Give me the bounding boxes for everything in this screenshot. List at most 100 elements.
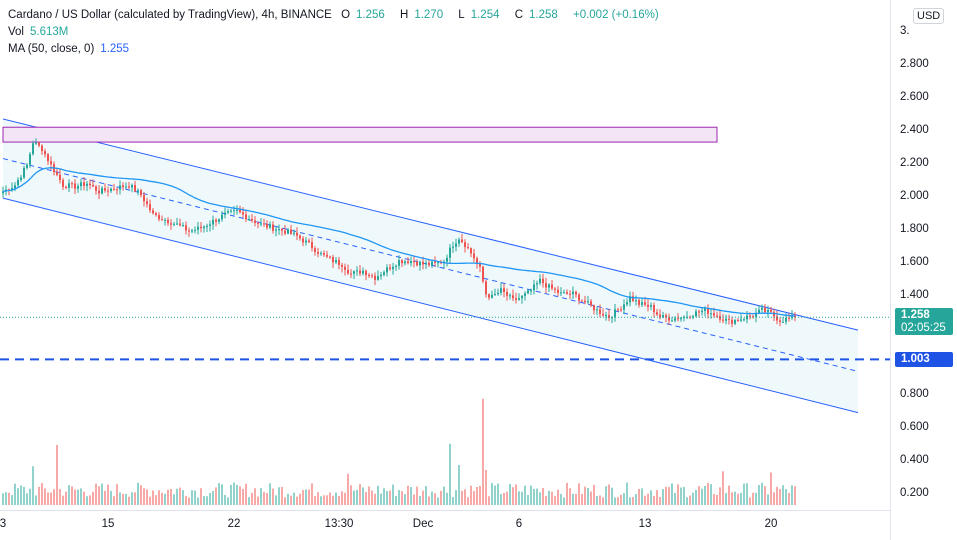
volume-bar bbox=[446, 492, 448, 505]
candle-body bbox=[500, 288, 502, 293]
volume-bar bbox=[380, 493, 382, 505]
currency-button[interactable]: USD bbox=[913, 8, 945, 24]
candle-body bbox=[740, 319, 742, 321]
candle-body bbox=[95, 186, 97, 191]
high-value: 1.270 bbox=[414, 9, 444, 21]
candle-body bbox=[554, 288, 556, 290]
candle-body bbox=[590, 301, 592, 306]
candle-body bbox=[704, 308, 706, 311]
candle-body bbox=[386, 267, 388, 273]
volume-bar bbox=[719, 487, 721, 505]
candle-body bbox=[710, 313, 712, 315]
volume-bar bbox=[101, 483, 103, 505]
volume-bar bbox=[113, 496, 115, 505]
volume-bar bbox=[602, 497, 604, 505]
volume-bar bbox=[419, 495, 421, 505]
volume-bar bbox=[596, 496, 598, 505]
candle-body bbox=[137, 190, 139, 192]
volume-bar bbox=[743, 483, 745, 505]
candle-body bbox=[209, 224, 211, 226]
candle-body bbox=[164, 219, 166, 221]
candle-body bbox=[557, 289, 559, 293]
volume-bar bbox=[197, 497, 199, 505]
volume-bar bbox=[608, 484, 610, 505]
volume-bar bbox=[500, 494, 502, 505]
candle-body bbox=[272, 224, 274, 231]
volume-bar bbox=[62, 495, 64, 505]
candle-body bbox=[524, 293, 526, 296]
close-label: C bbox=[514, 9, 523, 21]
candle-body bbox=[641, 302, 643, 305]
candle-body bbox=[149, 204, 151, 211]
candle-body bbox=[530, 290, 532, 292]
candle-body bbox=[662, 315, 664, 318]
time-axis-tick-label: 22 bbox=[228, 518, 241, 530]
volume-bar bbox=[506, 491, 508, 505]
volume-value: 5.613M bbox=[30, 26, 69, 38]
candle-body bbox=[533, 284, 535, 291]
volume-bar bbox=[155, 495, 157, 505]
candle-body bbox=[491, 294, 493, 298]
volume-bar bbox=[599, 495, 601, 505]
last-price-tag: 1.258 02:05:25 bbox=[895, 308, 953, 336]
volume-bar bbox=[134, 492, 136, 505]
candle-body bbox=[128, 186, 130, 188]
volume-bar bbox=[296, 496, 298, 505]
candle-body bbox=[104, 188, 106, 191]
candle-body bbox=[791, 315, 793, 319]
volume-bar bbox=[410, 487, 412, 505]
candle-body bbox=[92, 185, 94, 187]
candle-body bbox=[398, 260, 400, 266]
candle-body bbox=[38, 142, 40, 146]
volume-bar bbox=[569, 488, 571, 505]
candle-body bbox=[674, 318, 676, 321]
candle-body bbox=[566, 292, 568, 294]
volume-bar bbox=[164, 493, 166, 505]
candle-body bbox=[194, 229, 196, 231]
volume-bar bbox=[755, 492, 757, 505]
volume-bar bbox=[365, 492, 367, 505]
candle-body bbox=[389, 267, 391, 270]
candle-body bbox=[506, 291, 508, 296]
volume-bar bbox=[713, 494, 715, 505]
volume-bar bbox=[425, 486, 427, 505]
candle-body bbox=[539, 278, 541, 284]
candle-body bbox=[419, 261, 421, 266]
candle-body bbox=[134, 184, 136, 192]
candle-body bbox=[668, 317, 670, 321]
candle-body bbox=[347, 269, 349, 274]
candle-body bbox=[17, 179, 19, 186]
high-label: H bbox=[400, 9, 409, 21]
candle-body bbox=[212, 219, 214, 225]
volume-bar bbox=[194, 490, 196, 505]
volume-bar bbox=[8, 492, 10, 505]
channel-upper-line bbox=[2, 118, 859, 331]
volume-bar bbox=[677, 484, 679, 505]
volume-bar bbox=[275, 495, 277, 505]
volume-bar bbox=[314, 496, 316, 505]
candle-body bbox=[578, 294, 580, 301]
candle-body bbox=[125, 186, 127, 188]
volume-bar bbox=[548, 490, 550, 505]
candle-body bbox=[296, 232, 298, 236]
volume-bar bbox=[587, 487, 589, 505]
volume-bar bbox=[761, 482, 763, 505]
candle-body bbox=[197, 226, 199, 230]
candle-body bbox=[713, 313, 715, 316]
volume-bar bbox=[710, 484, 712, 505]
candle-body bbox=[245, 214, 247, 220]
volume-bar bbox=[749, 497, 751, 505]
volume-bar bbox=[263, 491, 265, 505]
volume-bar bbox=[44, 488, 46, 505]
candle-body bbox=[455, 243, 457, 247]
volume-bar bbox=[605, 486, 607, 505]
volume-bar bbox=[470, 485, 472, 505]
volume-bar bbox=[239, 486, 241, 505]
volume-bar bbox=[227, 497, 229, 505]
volume-bar bbox=[617, 497, 619, 505]
change-value: +0.002 (+0.16%) bbox=[572, 9, 659, 21]
candle-body bbox=[509, 295, 511, 297]
candle-body bbox=[29, 154, 31, 165]
candle-body bbox=[377, 276, 379, 280]
